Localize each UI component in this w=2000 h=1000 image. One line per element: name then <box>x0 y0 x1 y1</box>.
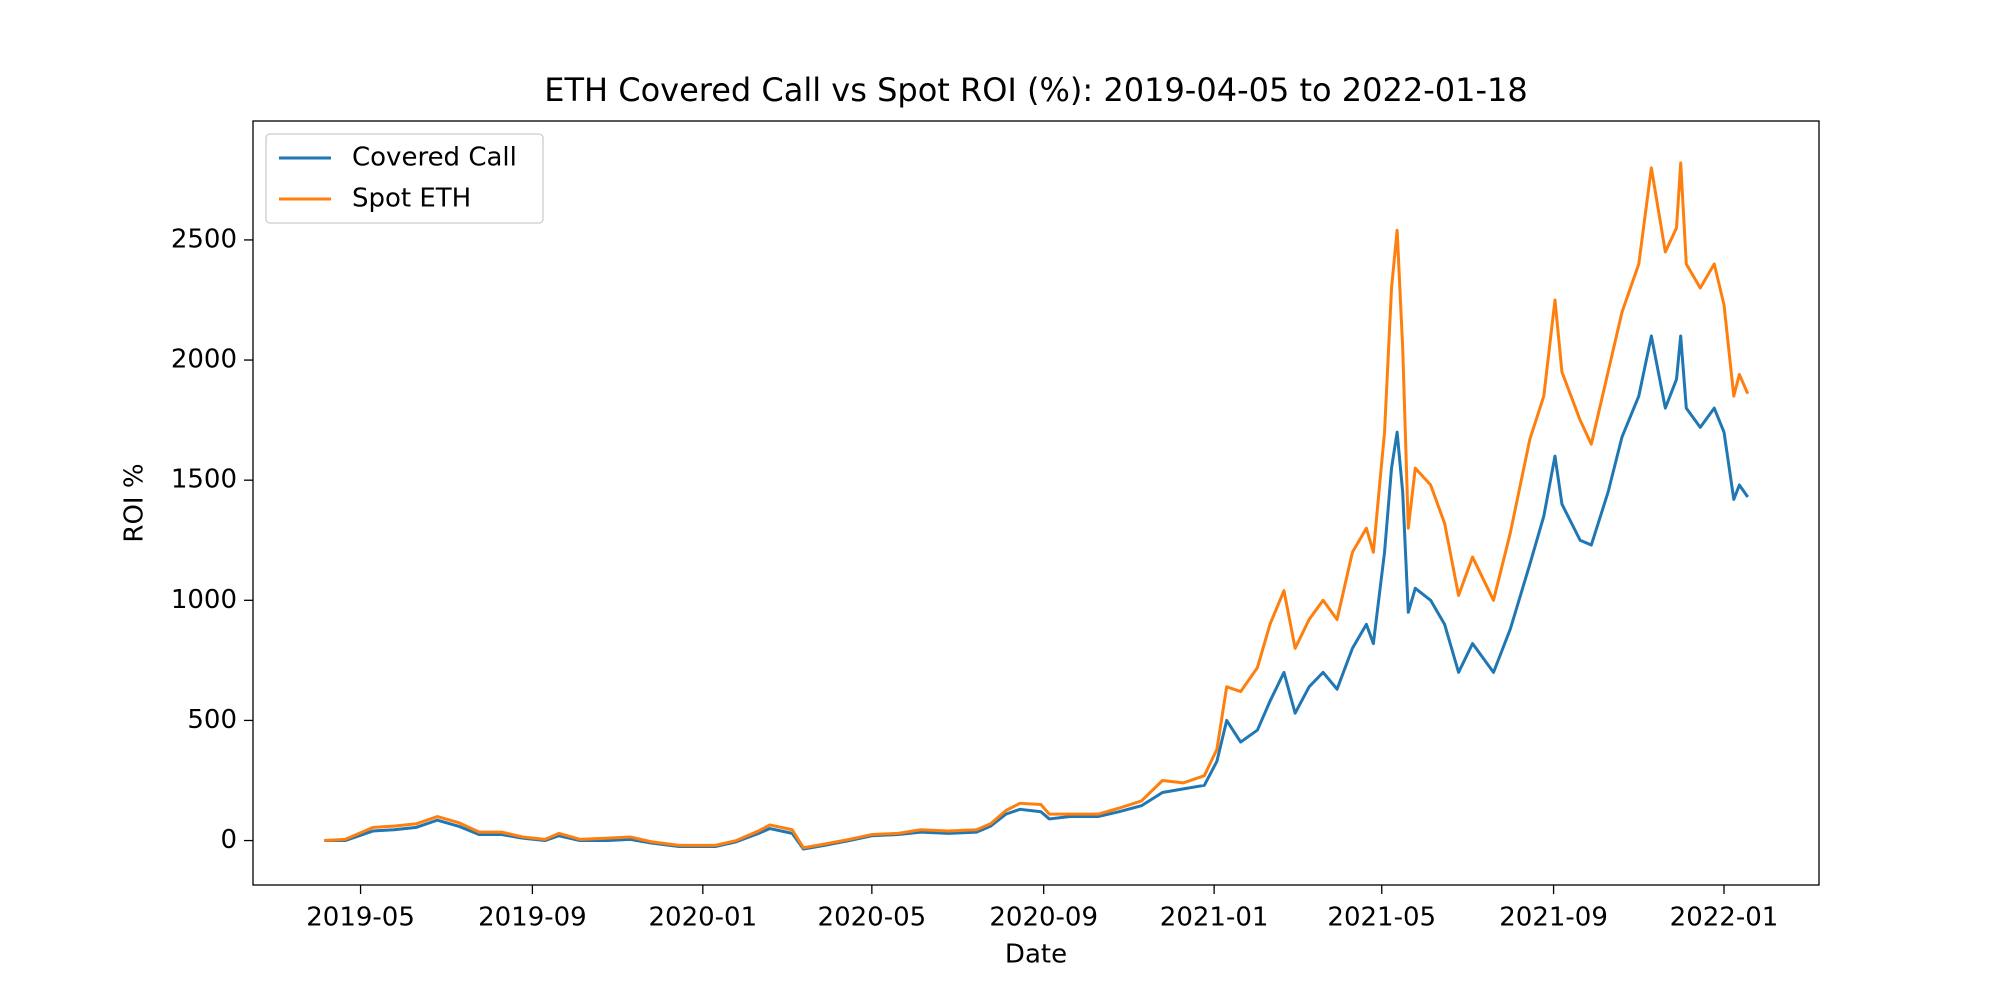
x-axis-label: Date <box>1005 940 1067 970</box>
chart-title: ETH Covered Call vs Spot ROI (%): 2019-0… <box>544 71 1528 109</box>
line-series <box>324 161 1750 850</box>
x-tick-label: 2020-09 <box>989 903 1098 933</box>
x-tick-label: 2019-09 <box>478 903 587 933</box>
y-tick-label: 1000 <box>171 585 237 615</box>
y-axis-label: ROI % <box>120 463 150 542</box>
axes-frame <box>252 120 1820 886</box>
x-tick-label: 2020-05 <box>818 903 927 933</box>
y-tick-label: 1500 <box>171 465 237 495</box>
line-series <box>324 334 1749 851</box>
y-tick-label: 0 <box>220 825 237 855</box>
legend-label: Covered Call <box>352 143 517 173</box>
x-tick-label: 2021-09 <box>1499 903 1608 933</box>
legend-label: Spot ETH <box>352 184 471 214</box>
x-tick-label: 2019-05 <box>306 903 415 933</box>
y-tick-label: 2000 <box>171 345 237 375</box>
legend-box <box>265 133 544 224</box>
x-tick-label: 2021-05 <box>1327 903 1436 933</box>
y-tick-label: 2500 <box>171 224 237 254</box>
x-tick-label: 2022-01 <box>1670 903 1779 933</box>
x-tick-label: 2020-01 <box>649 903 758 933</box>
x-tick-label: 2021-01 <box>1160 903 1269 933</box>
y-tick-label: 500 <box>187 705 237 735</box>
